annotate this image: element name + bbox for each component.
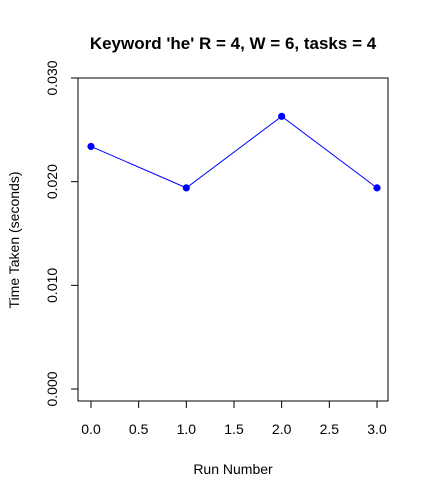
data-point (373, 184, 381, 192)
x-tick-label: 1.0 (177, 421, 197, 437)
y-axis-label: Time Taken (seconds) (6, 172, 22, 309)
x-tick-label: 2.0 (272, 421, 292, 437)
y-tick-label: 0.030 (44, 60, 60, 95)
plot-frame (77, 77, 389, 402)
x-tick-label: 0.5 (129, 421, 149, 437)
y-tick-label: 0.010 (44, 268, 60, 303)
data-point (182, 184, 190, 192)
y-tick-label: 0.000 (44, 371, 60, 406)
x-tick-label: 0.0 (81, 421, 101, 437)
y-axis: 0.000 0.010 0.020 0.030 (44, 60, 78, 407)
x-axis: 0.0 0.5 1.0 1.5 2.0 2.5 3.0 (81, 401, 387, 437)
y-tick-label: 0.020 (44, 164, 60, 199)
data-point (278, 112, 286, 120)
x-tick-label: 3.0 (367, 421, 387, 437)
series-layer (87, 112, 381, 192)
data-point (87, 142, 95, 151)
x-axis-label: Run Number (193, 461, 273, 477)
series-line (90, 115, 378, 189)
x-tick-label: 1.5 (224, 421, 244, 437)
chart-title: Keyword 'he' R = 4, W = 6, tasks = 4 (90, 34, 377, 53)
x-tick-label: 2.5 (320, 421, 340, 437)
